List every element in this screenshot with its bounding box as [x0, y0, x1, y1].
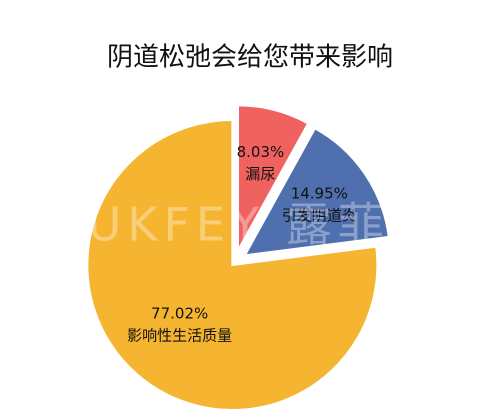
pie-slice [86, 118, 379, 411]
chart-title: 阴道松弛会给您带来影响 [107, 43, 393, 73]
slice-value-label: 14.95% [291, 184, 348, 202]
slice-value-label: 77.02% [151, 304, 208, 322]
watermark: LUKFEY 露菲娅 [58, 198, 441, 252]
pie-slice [236, 104, 310, 251]
slice-category-label: 引发阴道炎 [282, 206, 357, 224]
slice-category-label: 影响性生活质量 [127, 326, 232, 344]
slice-value-label: 8.03% [237, 143, 285, 161]
pie-slice [243, 126, 390, 257]
slice-category-label: 漏尿 [245, 165, 275, 183]
